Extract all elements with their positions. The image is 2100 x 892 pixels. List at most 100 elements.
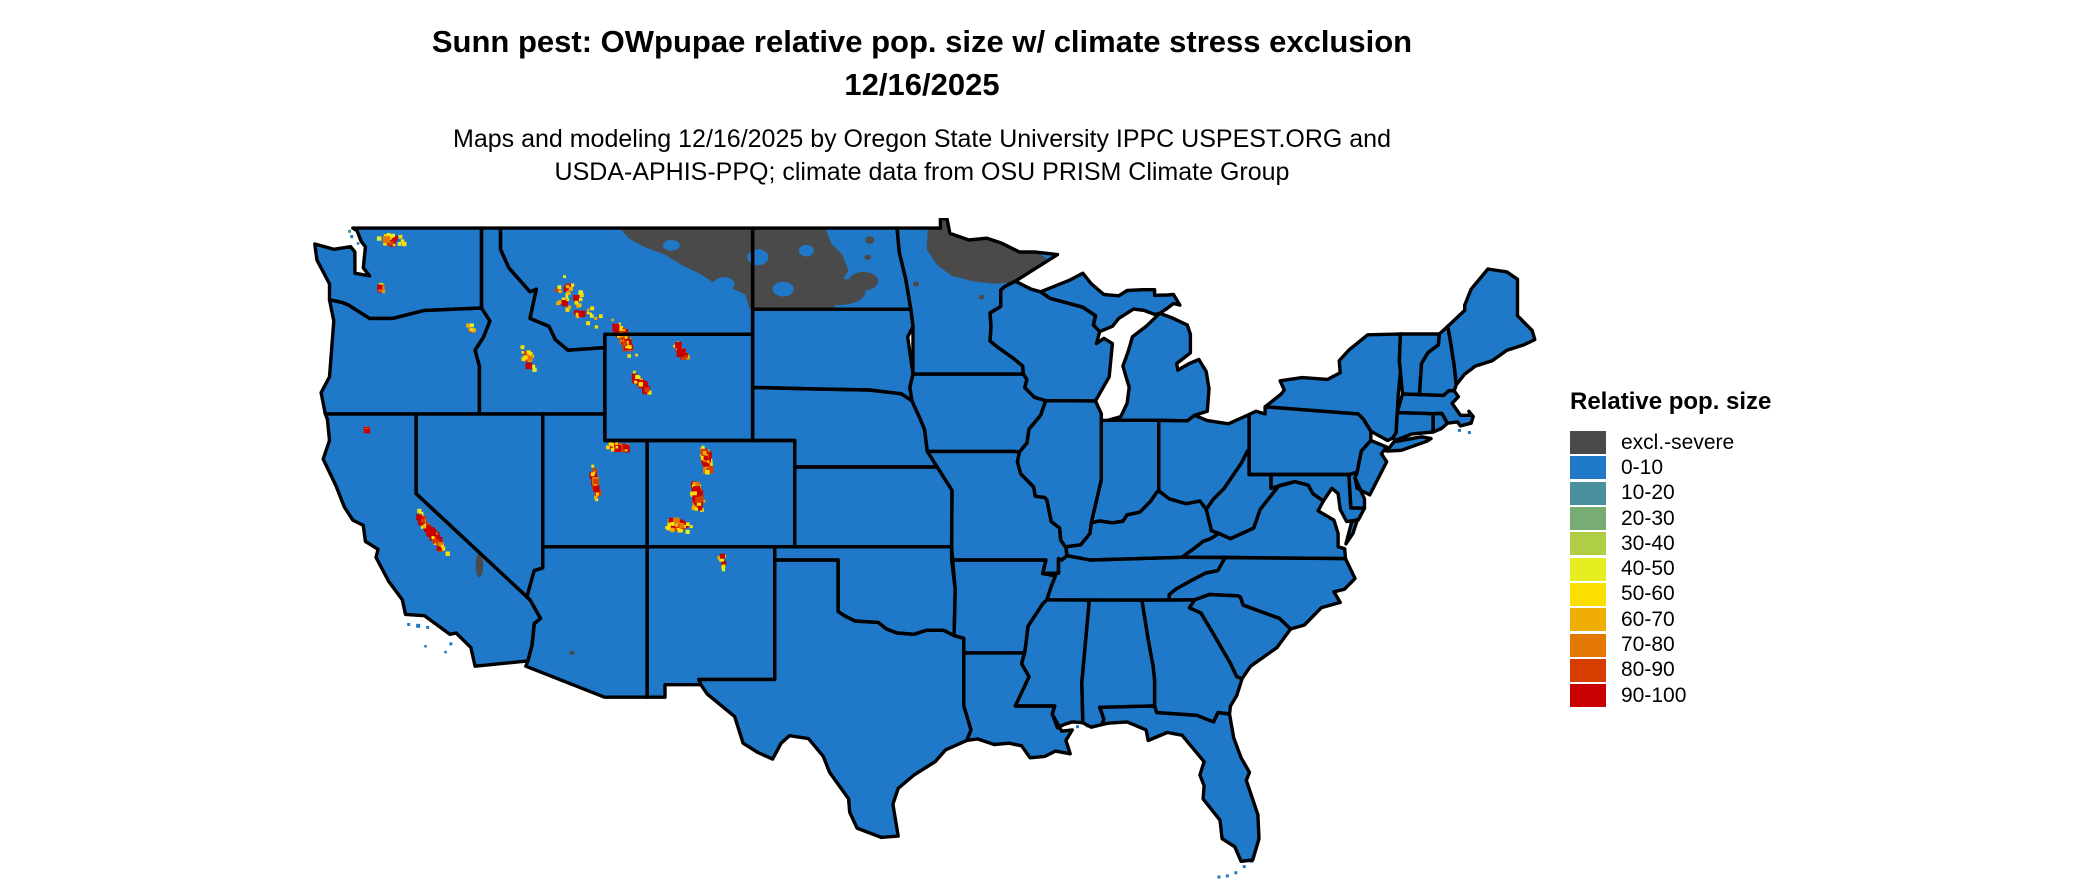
state-fill-OK	[774, 546, 956, 636]
legend-rows: excl.-severe 0-10 10-20 20-30 30-40 40-50 50-6…	[1570, 430, 1900, 708]
state-fill-AR	[951, 560, 1056, 653]
state-fill-IA	[909, 374, 1046, 452]
excl-severe-blob	[978, 294, 985, 300]
legend-label: 0-10	[1621, 455, 1664, 479]
legend-label: 30-40	[1621, 531, 1675, 555]
state-fill-WY	[604, 334, 753, 441]
excl-severe-blob	[475, 553, 484, 578]
legend-swatch	[1570, 658, 1606, 682]
raster-hole	[799, 244, 814, 257]
state-fill-SD	[752, 309, 913, 401]
state-fill-KY	[1065, 490, 1219, 560]
legend-row: 50-60	[1570, 582, 1900, 607]
state-fill-IN	[1091, 420, 1159, 523]
state-fill-PA	[1249, 406, 1371, 475]
legend-row: 90-100	[1570, 683, 1900, 708]
map-legend: Relative pop. size excl.-severe 0-10 10-20…	[1570, 388, 1900, 708]
figure-subtitle-line1: Maps and modeling 12/16/2025 by Oregon S…	[453, 125, 1391, 153]
state-fill-LI	[1386, 436, 1431, 452]
us-map-container	[300, 218, 1540, 890]
state-fill-NE	[752, 387, 938, 467]
figure-subtitle-line2: USDA-APHIS-PPQ; climate data from OSU PR…	[554, 158, 1290, 186]
legend-label: 80-90	[1621, 658, 1675, 682]
figure-title-line1: Sunn pest: OWpupae relative pop. size w/…	[431, 24, 1413, 59]
state-fill-TN	[1042, 555, 1226, 601]
legend-swatch	[1570, 456, 1606, 480]
state-border-MIU	[1038, 271, 1182, 334]
state-fill-LA	[963, 652, 1073, 758]
state-fill-NM	[647, 546, 775, 698]
legend-swatch	[1570, 633, 1606, 657]
figure-title: Sunn pest: OWpupae relative pop. size w/…	[0, 20, 1844, 106]
excl-severe-blob	[865, 236, 875, 244]
us-map	[313, 218, 1537, 879]
raster-hole	[662, 240, 680, 251]
state-fill-OH	[1158, 414, 1250, 510]
state-fills	[314, 218, 1535, 862]
legend-title: Relative pop. size	[1570, 388, 1772, 415]
legend-row: 70-80	[1570, 632, 1900, 657]
legend-label: 50-60	[1621, 582, 1675, 606]
legend-row: 60-70	[1570, 607, 1900, 632]
excl-severe-blob	[848, 271, 879, 291]
state-fill-NC	[1168, 557, 1355, 629]
state-fill-AL	[1081, 600, 1155, 728]
raster-hole	[747, 249, 769, 266]
legend-swatch	[1570, 557, 1606, 581]
excl-severe-blob	[569, 650, 575, 656]
legend-row: excl.-severe	[1570, 430, 1900, 455]
legend-label: 40-50	[1621, 557, 1675, 581]
state-fill-AZ	[525, 546, 648, 698]
state-fill-SC	[1189, 594, 1291, 679]
state-fill-FL	[1099, 706, 1259, 862]
state-border-MIL	[1106, 311, 1211, 423]
figure-subtitle: Maps and modeling 12/16/2025 by Oregon S…	[0, 123, 1844, 189]
legend-row: 0-10	[1570, 455, 1900, 480]
hotspot-speckles	[363, 232, 727, 572]
legend-row: 20-30	[1570, 506, 1900, 531]
state-fill-WA	[314, 228, 482, 319]
state-fill-NH	[1419, 326, 1457, 396]
state-fill-NV	[416, 413, 543, 600]
legend-swatch	[1570, 608, 1606, 632]
state-fill-GA	[1141, 599, 1243, 722]
state-border-AZ	[524, 545, 649, 699]
state-fill-KS	[794, 467, 952, 547]
legend-label: 90-100	[1621, 683, 1687, 707]
state-fill-ME	[1447, 269, 1535, 385]
state-fill-MO	[927, 451, 1067, 574]
legend-label: 70-80	[1621, 633, 1675, 657]
state-fill-VA	[1182, 481, 1346, 559]
state-border-VAS	[1344, 517, 1360, 546]
raster-hole	[772, 281, 794, 297]
state-fill-NY	[1265, 334, 1401, 441]
state-fill-CT	[1393, 412, 1434, 441]
legend-swatch	[1570, 582, 1606, 606]
legend-label: 60-70	[1621, 607, 1675, 631]
legend-row: 80-90	[1570, 658, 1900, 683]
legend-label: excl.-severe	[1621, 430, 1735, 454]
state-fill-MIU	[1040, 273, 1180, 332]
legend-swatch	[1570, 507, 1606, 531]
state-border-TX	[697, 558, 973, 840]
state-fill-OR	[321, 299, 490, 414]
raster-hole	[713, 277, 735, 291]
state-border-ME	[1446, 267, 1537, 387]
state-fill-TX	[698, 560, 971, 838]
legend-row: 10-20	[1570, 481, 1900, 506]
raster-overlays	[348, 218, 1471, 879]
state-fill-WV	[1206, 450, 1295, 539]
state-fill-MIL	[1108, 313, 1209, 421]
legend-row: 30-40	[1570, 531, 1900, 556]
legend-swatch	[1570, 481, 1606, 505]
state-borders	[313, 218, 1537, 863]
figure-title-line2: 12/16/2025	[844, 67, 1000, 102]
legend-swatch	[1570, 431, 1606, 455]
state-border-FL	[1098, 704, 1261, 863]
state-fill-IL	[1017, 400, 1102, 548]
legend-label: 10-20	[1621, 481, 1675, 505]
excl-severe-blob	[864, 254, 871, 260]
state-border-LI	[1384, 435, 1433, 453]
excl-severe-region-minnesota	[926, 218, 1047, 284]
